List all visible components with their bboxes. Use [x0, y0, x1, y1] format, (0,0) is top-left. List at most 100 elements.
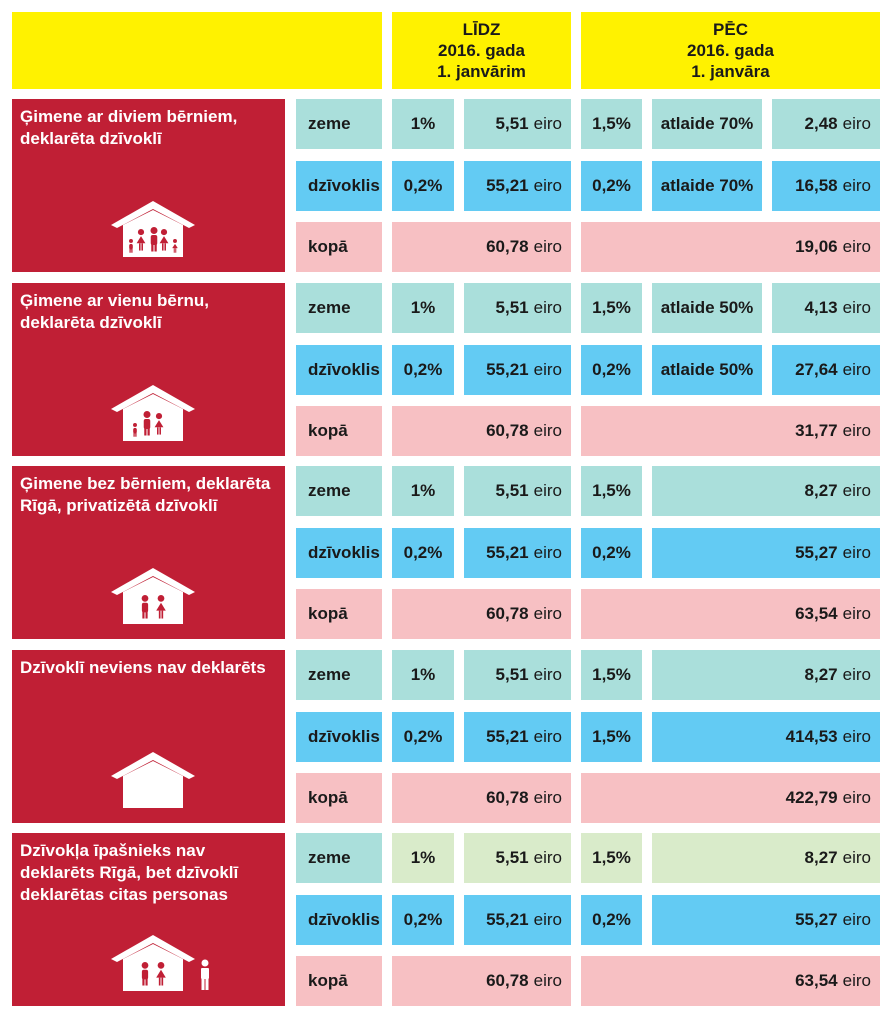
amount-value: 55,27: [795, 543, 838, 562]
unit-label: eiro: [533, 298, 562, 317]
category-panel: Dzīvokļa īpašnieks nav deklarēts Rīgā, b…: [12, 833, 285, 1006]
row-label-zeme: zeme: [296, 833, 382, 883]
unit-label: eiro: [842, 727, 871, 746]
rate-before: 0,2%: [392, 345, 454, 395]
row-label-dzivoklis: dzīvoklis: [296, 528, 382, 578]
unit-label: eiro: [842, 971, 871, 990]
unit-label: eiro: [533, 665, 562, 684]
rate-after: 0,2%: [581, 895, 642, 945]
category-title: Ģimene ar vienu bērnu, deklarēta dzīvokl…: [20, 291, 209, 332]
rate-after: 1,5%: [581, 712, 642, 762]
total-before: 60,78 eiro: [392, 589, 571, 639]
unit-label: eiro: [842, 176, 871, 195]
header-before: LĪDZ 2016. gada 1. janvārim: [392, 12, 571, 89]
amount-value: 8,27: [804, 665, 838, 684]
rate-before: 1%: [392, 99, 454, 149]
unit-label: eiro: [533, 481, 562, 500]
header-before-line2: 2016. gada: [438, 41, 525, 60]
row-label-zeme: zeme: [296, 99, 382, 149]
unit-label: eiro: [533, 971, 562, 990]
header-after-line2: 2016. gada: [687, 41, 774, 60]
rate-after: 0,2%: [581, 528, 642, 578]
rate-text: 0,2%: [592, 176, 631, 195]
row-label-text: zeme: [308, 848, 351, 867]
unit-label: eiro: [533, 176, 562, 195]
rate-text: 1,5%: [592, 481, 631, 500]
unit-label: eiro: [842, 543, 871, 562]
header-corner: [12, 12, 382, 89]
rate-before: 1%: [392, 466, 454, 516]
rate-after: 0,2%: [581, 161, 642, 211]
amount-after: 4,13 eiro: [772, 283, 880, 333]
rate-after: 1,5%: [581, 283, 642, 333]
amount-value: 60,78: [486, 421, 529, 440]
amount-before: 5,51 eiro: [464, 466, 571, 516]
rate-text: 0,2%: [403, 543, 443, 562]
rate-before: 1%: [392, 283, 454, 333]
amount-value: 60,78: [486, 971, 529, 990]
rate-text: 1,5%: [592, 848, 631, 867]
unit-label: eiro: [842, 114, 871, 133]
header-after-line3: 1. janvāra: [691, 62, 770, 81]
row-label-text: zeme: [308, 481, 351, 500]
unit-label: eiro: [533, 910, 562, 929]
category-panel: Ģimene ar diviem bērniem, deklarēta dzīv…: [12, 99, 285, 272]
amount-after: 55,27 eiro: [652, 528, 880, 578]
rate-text: 0,2%: [403, 727, 443, 746]
discount-text: atlaide 70%: [660, 114, 754, 133]
rate-before: 0,2%: [392, 895, 454, 945]
amount-value: 4,13: [804, 298, 838, 317]
empty-house-icon: [109, 750, 199, 815]
header-after: PĒC 2016. gada 1. janvāra: [581, 12, 880, 89]
rate-before: 0,2%: [392, 528, 454, 578]
house-family-two-children-icon: [109, 199, 199, 264]
unit-label: eiro: [842, 481, 871, 500]
amount-value: 8,27: [804, 848, 838, 867]
rate-text: 0,2%: [403, 360, 443, 379]
amount-value: 63,54: [795, 604, 838, 623]
rate-text: 0,2%: [403, 910, 443, 929]
unit-label: eiro: [842, 604, 871, 623]
amount-before: 5,51 eiro: [464, 283, 571, 333]
row-label-text: dzīvoklis: [308, 727, 380, 746]
unit-label: eiro: [842, 421, 871, 440]
discount-text: atlaide 50%: [660, 360, 754, 379]
amount-value: 55,21: [486, 543, 529, 562]
row-label-dzivoklis: dzīvoklis: [296, 895, 382, 945]
amount-after: 8,27 eiro: [652, 466, 880, 516]
category-panel: Dzīvoklī neviens nav deklarēts: [12, 650, 285, 823]
rate-text: 0,2%: [592, 910, 631, 929]
row-label-text: kopā: [308, 604, 348, 623]
house-couple-icon: [109, 566, 199, 631]
amount-value: 16,58: [795, 176, 838, 195]
total-before: 60,78 eiro: [392, 773, 571, 823]
row-label-text: dzīvoklis: [308, 360, 380, 379]
row-label-text: kopā: [308, 421, 348, 440]
amount-before: 5,51 eiro: [464, 650, 571, 700]
unit-label: eiro: [533, 360, 562, 379]
amount-after: 27,64 eiro: [772, 345, 880, 395]
rate-after: 0,2%: [581, 345, 642, 395]
amount-value: 8,27: [804, 481, 838, 500]
header-before-line1: LĪDZ: [462, 20, 501, 39]
row-label-text: zeme: [308, 665, 351, 684]
unit-label: eiro: [533, 114, 562, 133]
row-label-zeme: zeme: [296, 650, 382, 700]
unit-label: eiro: [842, 910, 871, 929]
rate-after: 1,5%: [581, 466, 642, 516]
amount-value: 5,51: [495, 848, 529, 867]
unit-label: eiro: [842, 237, 871, 256]
amount-value: 31,77: [795, 421, 838, 440]
row-label-kopa: kopā: [296, 406, 382, 456]
amount-after: 8,27 eiro: [652, 650, 880, 700]
unit-label: eiro: [533, 788, 562, 807]
amount-value: 55,27: [795, 910, 838, 929]
row-label-text: zeme: [308, 114, 351, 133]
total-after: 422,79 eiro: [581, 773, 880, 823]
total-after: 63,54 eiro: [581, 589, 880, 639]
amount-value: 5,51: [495, 114, 529, 133]
rate-text: 1,5%: [592, 298, 631, 317]
rate-before: 0,2%: [392, 161, 454, 211]
row-label-text: kopā: [308, 237, 348, 256]
total-after: 63,54 eiro: [581, 956, 880, 1006]
